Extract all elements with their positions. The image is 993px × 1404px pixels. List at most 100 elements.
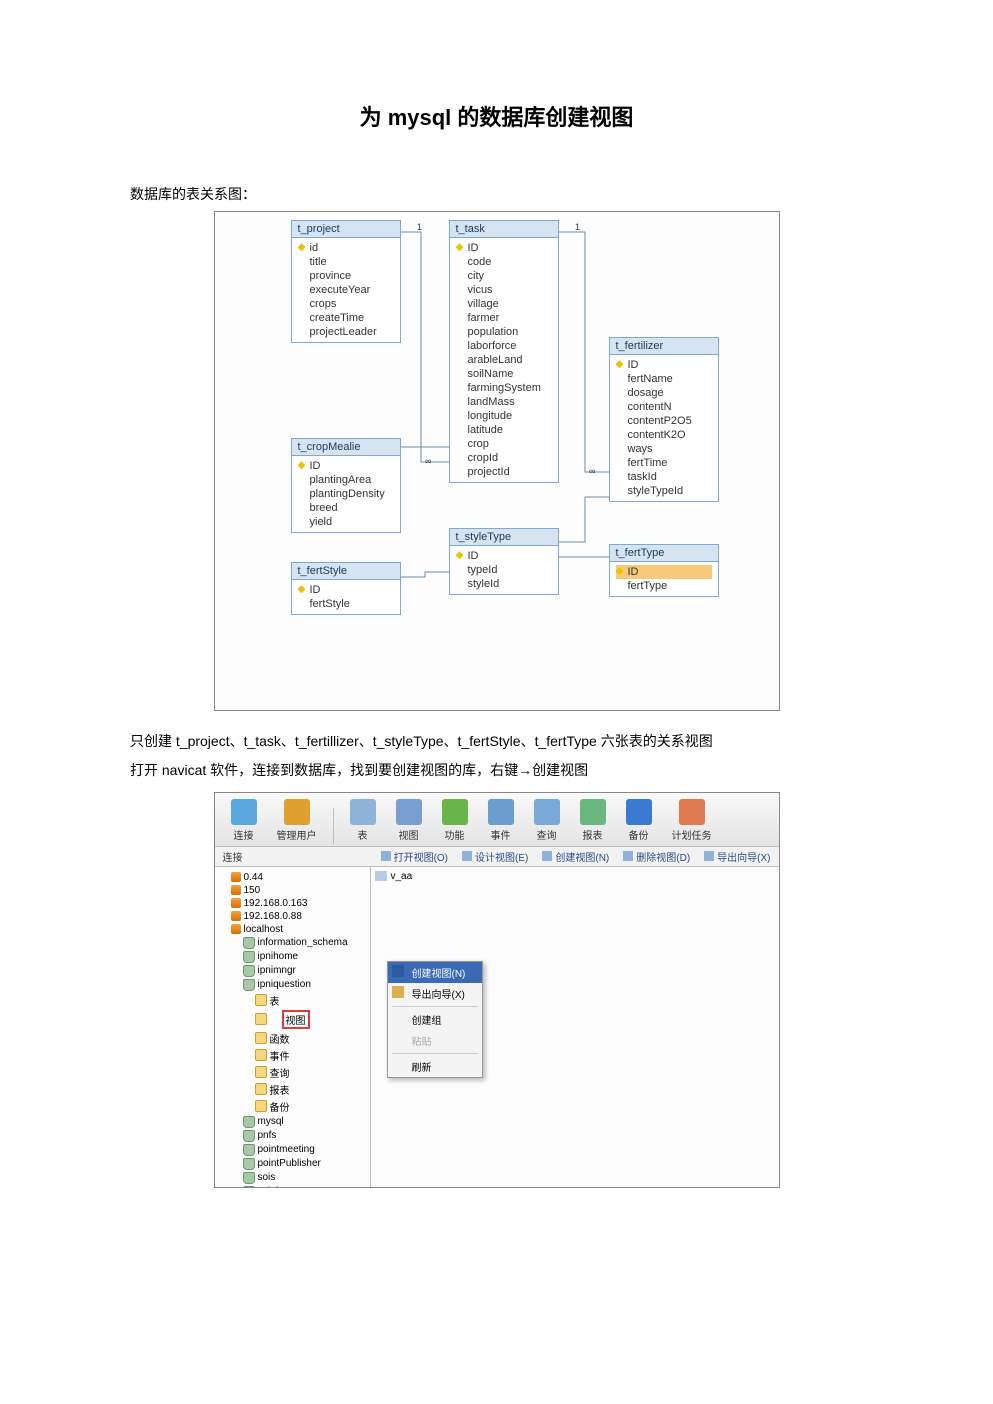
summary-text: 只创建 t_project、t_task、t_fertillizer、t_sty… (130, 729, 863, 754)
toolbar-icon (488, 799, 514, 825)
sub-label: 连接 (215, 849, 243, 864)
tree-node[interactable]: 150 (217, 884, 368, 897)
field: ways (616, 442, 712, 456)
toolbar-label: 功能 (445, 827, 465, 842)
field: province (298, 269, 394, 283)
tree-node[interactable]: 报表 (217, 1081, 368, 1098)
tree-node[interactable]: information_schema (217, 936, 368, 950)
menu-separator (392, 1006, 478, 1007)
menu-item[interactable]: 创建视图(N) (388, 962, 482, 983)
context-menu[interactable]: 创建视图(N)导出向导(X) 创建组粘贴刷新 (387, 961, 483, 1078)
menu-item[interactable]: 粘贴 (388, 1030, 482, 1051)
subbar-button[interactable]: 创建视图(N) (542, 849, 609, 864)
field: plantingArea (298, 473, 394, 487)
tree-node[interactable]: 0.44 (217, 871, 368, 884)
menu-item[interactable]: 刷新 (388, 1056, 482, 1077)
connection-tree[interactable]: 0.44150192.168.0.163192.168.0.88localhos… (215, 867, 371, 1187)
entity-fields: IDcodecityvicusvillagefarmerpopulationla… (450, 238, 558, 482)
field: projectId (456, 465, 552, 479)
toolbar-separator (333, 808, 334, 844)
field: plantingDensity (298, 487, 394, 501)
field: village (456, 297, 552, 311)
entity-title: t_fertilizer (610, 338, 718, 355)
field: code (456, 255, 552, 269)
field: vicus (456, 283, 552, 297)
field: longitude (456, 409, 552, 423)
toolbar-icon (580, 799, 606, 825)
instruction-text: 打开 navicat 软件，连接到数据库，找到要创建视图的库，右键→创建视图 (130, 758, 863, 783)
tree-node[interactable]: soisforum (217, 1185, 368, 1187)
field: taskId (616, 470, 712, 484)
field: breed (298, 501, 394, 515)
field: ID (298, 459, 394, 473)
tree-node[interactable]: pointmeeting (217, 1143, 368, 1157)
subbar-button[interactable]: 删除视图(D) (623, 849, 690, 864)
toolbar-label: 报表 (583, 827, 603, 842)
field: fertStyle (298, 597, 394, 611)
field: contentK2O (616, 428, 712, 442)
menu-item[interactable]: 创建组 (388, 1009, 482, 1030)
tree-node[interactable]: 备份 (217, 1098, 368, 1115)
field: createTime (298, 311, 394, 325)
toolbar-button[interactable]: 表 (342, 797, 384, 844)
subbar-button[interactable]: 打开视图(O) (381, 849, 448, 864)
toolbar-button[interactable]: 事件 (480, 797, 522, 844)
er-diagram: 1 ∞ 1 ∞ t_projectidtitleprovinceexecuteY… (214, 211, 780, 711)
tree-node[interactable]: mysql (217, 1115, 368, 1129)
intro-text: 数据库的表关系图： (130, 182, 863, 207)
menu-item[interactable]: 导出向导(X) (388, 983, 482, 1004)
field: yield (298, 515, 394, 529)
field: fertName (616, 372, 712, 386)
tree-node[interactable]: 192.168.0.163 (217, 897, 368, 910)
toolbar-icon (679, 799, 705, 825)
view-item[interactable]: v_aa (375, 871, 775, 882)
svg-text:∞: ∞ (589, 466, 595, 476)
menu-separator (392, 1053, 478, 1054)
entity-title: t_project (292, 221, 400, 238)
entity-fields: IDtypeIdstyleId (450, 546, 558, 594)
tree-node[interactable]: pointPublisher (217, 1157, 368, 1171)
tree-node[interactable]: 事件 (217, 1047, 368, 1064)
field: laborforce (456, 339, 552, 353)
entity-fertilizer: t_fertilizerIDfertNamedosagecontentNcont… (609, 337, 719, 502)
toolbar-button[interactable]: 查询 (526, 797, 568, 844)
subbar-button[interactable]: 导出向导(X) (704, 849, 770, 864)
tree-node[interactable]: pnfs (217, 1129, 368, 1143)
field: ID (616, 565, 712, 579)
field: farmer (456, 311, 552, 325)
field: fertType (616, 579, 712, 593)
tree-node[interactable]: 查询 (217, 1064, 368, 1081)
entity-fields: IDfertType (610, 562, 718, 596)
tree-node[interactable]: ipniquestion (217, 978, 368, 992)
field: contentN (616, 400, 712, 414)
field: dosage (616, 386, 712, 400)
toolbar-button[interactable]: 连接 (223, 797, 265, 844)
toolbar-button[interactable]: 功能 (434, 797, 476, 844)
tree-node[interactable]: localhost (217, 923, 368, 936)
toolbar-icon (534, 799, 560, 825)
toolbar-button[interactable]: 计划任务 (664, 797, 720, 844)
tree-node[interactable]: ipnihome (217, 950, 368, 964)
toolbar-label: 视图 (399, 827, 419, 842)
tree-node[interactable]: sois (217, 1171, 368, 1185)
subbar-button[interactable]: 设计视图(E) (462, 849, 528, 864)
tree-node[interactable]: ipnimngr (217, 964, 368, 978)
toolbar-button[interactable]: 备份 (618, 797, 660, 844)
toolbar-icon (350, 799, 376, 825)
field: ID (456, 241, 552, 255)
toolbar-button[interactable]: 视图 (388, 797, 430, 844)
tree-node[interactable]: 192.168.0.88 (217, 910, 368, 923)
toolbar-icon (396, 799, 422, 825)
tree-node[interactable]: 表 (217, 992, 368, 1009)
toolbar-label: 计划任务 (672, 827, 712, 842)
toolbar-button[interactable]: 管理用户 (269, 797, 325, 844)
field: contentP2O5 (616, 414, 712, 428)
field: population (456, 325, 552, 339)
field: executeYear (298, 283, 394, 297)
entity-title: t_fertStyle (292, 563, 400, 580)
tree-node[interactable]: 函数 (217, 1030, 368, 1047)
tree-node[interactable]: 视图 (217, 1009, 368, 1030)
entity-fields: IDplantingAreaplantingDensitybreedyield (292, 456, 400, 532)
svg-text:1: 1 (417, 222, 422, 232)
toolbar-button[interactable]: 报表 (572, 797, 614, 844)
